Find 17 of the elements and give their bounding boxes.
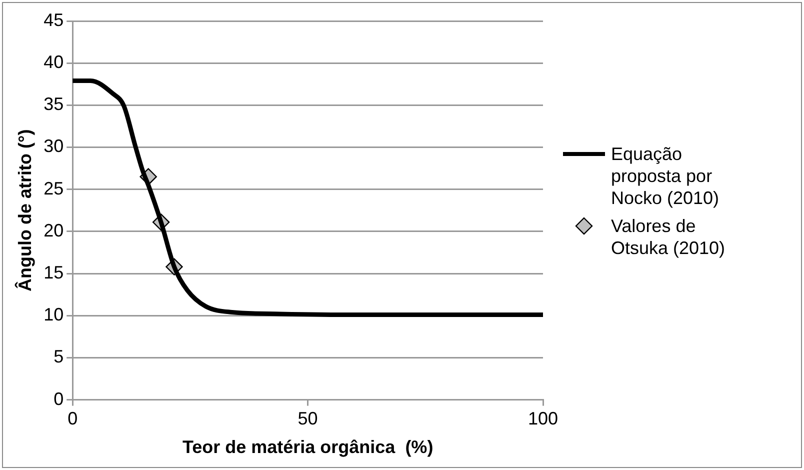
legend-label: Equação proposta por Nocko (2010) — [611, 143, 720, 209]
x-tick-label: 50 — [298, 408, 318, 429]
y-tick-label: 20 — [44, 220, 64, 240]
y-tick-label: 10 — [44, 304, 64, 325]
x-tick-label: 0 — [68, 408, 78, 429]
y-tick-label: 15 — [44, 262, 64, 282]
y-tick-label: 45 — [44, 10, 64, 30]
y-tick-label: 40 — [44, 52, 64, 72]
y-tick-label: 35 — [44, 94, 64, 114]
x-axis-title: Teor de matéria orgânica (%) — [182, 437, 434, 458]
y-tick-label: 25 — [44, 178, 64, 198]
y-tick-label: 5 — [54, 346, 64, 367]
x-tick-label: 100 — [528, 408, 558, 429]
y-tick-label: 0 — [54, 388, 64, 409]
y-tick-label: 30 — [44, 136, 64, 156]
legend-label: Valores de Otsuka (2010) — [611, 215, 726, 259]
y-axis-title: Ângulo de atrito (°) — [14, 129, 35, 292]
